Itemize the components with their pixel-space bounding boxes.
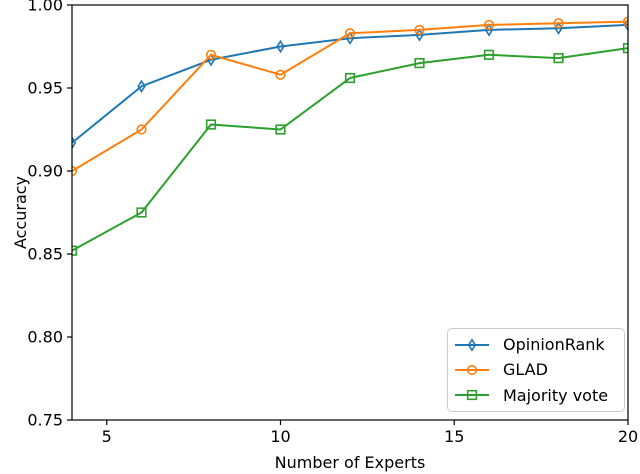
legend-label-opinionrank: OpinionRank [503, 335, 605, 355]
legend-item-opinionrank: OpinionRank [454, 332, 624, 357]
y-tick-label: 0.95 [27, 79, 63, 98]
series-line-majority-vote [72, 47, 628, 252]
square-marker [275, 124, 286, 135]
y-axis-label: Accuracy [11, 176, 30, 249]
opinionrank-line-marker-icon [455, 337, 489, 352]
square-marker [553, 53, 564, 64]
circle-marker [136, 124, 147, 135]
x-tick-label: 15 [444, 427, 464, 446]
square-marker [622, 43, 628, 54]
y-tick-label: 0.80 [27, 328, 63, 347]
circle-marker [553, 18, 564, 29]
square-marker [72, 245, 78, 256]
legend-label-glad: GLAD [503, 360, 548, 380]
square-marker [483, 49, 495, 60]
x-tick-label: 20 [618, 427, 638, 446]
thin-diamond-marker [623, 18, 628, 32]
x-tick-label: 5 [102, 427, 112, 446]
circle-marker [205, 49, 217, 60]
square-marker [466, 390, 478, 401]
circle-marker [466, 364, 478, 376]
legend: OpinionRank GLAD Majority vote [447, 328, 625, 412]
thin-diamond-marker [72, 136, 77, 150]
majority-vote-line-marker-icon [455, 390, 489, 401]
thin-diamond-marker [137, 79, 146, 94]
square-marker [344, 72, 356, 84]
square-marker [136, 207, 147, 218]
circle-marker [275, 69, 286, 80]
circle-marker [414, 24, 425, 35]
thin-diamond-marker [467, 337, 477, 352]
plot-series-group [72, 16, 628, 256]
square-marker [205, 119, 217, 130]
series-line-glad [72, 20, 628, 172]
y-tick-label: 0.75 [27, 411, 63, 430]
square-marker [414, 57, 425, 69]
circle-marker [72, 165, 78, 177]
x-axis-label: Number of Experts [275, 453, 426, 472]
legend-label-majority-vote: Majority vote [503, 385, 609, 405]
x-tick-label: 10 [270, 427, 290, 446]
y-tick-label: 1.00 [27, 0, 63, 15]
legend-item-majority-vote: Majority vote [454, 383, 624, 408]
glad-line-marker-icon [455, 364, 489, 376]
y-tick-label: 0.85 [27, 245, 63, 264]
legend-item-glad: GLAD [454, 357, 624, 382]
y-tick-label: 0.90 [27, 162, 63, 181]
axis-ticks: 5 10 15 20 0.75 0.80 0.85 0.90 0.95 1.00 [27, 0, 638, 446]
circle-marker [483, 19, 495, 31]
circle-marker [622, 16, 628, 27]
axes-spines [71, 4, 629, 421]
thin-diamond-marker [276, 39, 285, 54]
circle-marker [344, 28, 356, 39]
